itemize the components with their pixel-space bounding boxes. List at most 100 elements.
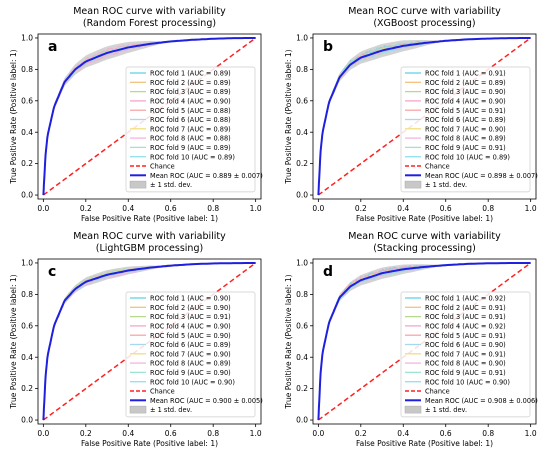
chart-title: Mean ROC curve with variability <box>348 6 501 17</box>
y-axis-label: True Positive Rate (Positive label: 1) <box>284 274 293 409</box>
legend-label: ROC fold 6 (AUC = 0.90) <box>425 341 506 349</box>
legend-box <box>400 66 531 193</box>
legend-label: Chance <box>425 388 450 396</box>
y-tick-label: 0.8 <box>296 65 308 74</box>
y-tick-label: 0.0 <box>296 191 308 200</box>
x-axis-label: False Positive Rate (Positive label: 1) <box>81 439 218 448</box>
y-tick-label: 0.6 <box>296 96 308 105</box>
legend-label: ROC fold 5 (AUC = 0.91) <box>425 107 506 115</box>
legend-label: ROC fold 8 (AUC = 0.89) <box>425 135 506 143</box>
legend-label: ROC fold 5 (AUC = 0.90) <box>150 332 231 340</box>
legend-label: ROC fold 8 (AUC = 0.89) <box>150 360 231 368</box>
x-tick-label: 0.6 <box>440 204 452 213</box>
legend-label: ROC fold 4 (AUC = 0.90) <box>150 323 231 331</box>
x-tick-label: 0.6 <box>165 204 177 213</box>
y-tick-label: 0.2 <box>296 159 308 168</box>
plot-frame <box>37 33 262 200</box>
y-tick-label: 0.4 <box>296 128 308 137</box>
legend-label: ROC fold 6 (AUC = 0.89) <box>425 116 506 124</box>
legend-label: ROC fold 1 (AUC = 0.90) <box>150 295 231 303</box>
legend-label: Mean ROC (AUC = 0.889 ± 0.007) <box>150 172 263 180</box>
legend-label: Mean ROC (AUC = 0.898 ± 0.007) <box>425 172 538 180</box>
y-tick-label: 0.8 <box>21 65 33 74</box>
legend-label: ROC fold 7 (AUC = 0.89) <box>150 125 231 133</box>
legend-label: ROC fold 7 (AUC = 0.90) <box>150 350 231 358</box>
x-tick-label: 0.8 <box>482 204 494 213</box>
mean-roc-line <box>42 37 256 196</box>
legend-box <box>400 291 531 418</box>
chart-title: Mean ROC curve with variability <box>73 6 226 17</box>
legend-label: Mean ROC (AUC = 0.908 ± 0.006) <box>425 397 538 405</box>
panel-letter: a <box>48 39 57 55</box>
legend-label: ± 1 std. dev. <box>150 181 192 189</box>
legend-label: ROC fold 4 (AUC = 0.90) <box>425 98 506 106</box>
x-tick-label: 0.8 <box>482 429 494 438</box>
legend-label: ± 1 std. dev. <box>150 406 192 414</box>
legend-label: Chance <box>150 163 175 171</box>
y-tick-label: 1.0 <box>296 34 308 43</box>
x-tick-label: 1.0 <box>525 429 537 438</box>
legend-label: Chance <box>150 388 175 396</box>
legend-swatch-std <box>129 180 147 189</box>
legend-label: Chance <box>425 163 450 171</box>
chart-subtitle: (XGBoost processing) <box>373 18 475 29</box>
legend-label: ± 1 std. dev. <box>425 181 467 189</box>
x-tick-label: 0.6 <box>165 429 177 438</box>
x-tick-label: 0.8 <box>207 204 219 213</box>
chart-panel-a: Mean ROC curve with variability(Random F… <box>9 6 263 223</box>
legend: ROC fold 1 (AUC = 0.92)ROC fold 2 (AUC =… <box>400 291 538 418</box>
legend-label: ROC fold 5 (AUC = 0.91) <box>425 332 506 340</box>
x-tick-label: 0.4 <box>122 204 134 213</box>
legend-label: ROC fold 3 (AUC = 0.90) <box>425 88 506 96</box>
legend-label: ROC fold 10 (AUC = 0.90) <box>425 378 510 386</box>
legend-label: ROC fold 9 (AUC = 0.90) <box>150 369 231 377</box>
legend-label: ROC fold 2 (AUC = 0.90) <box>150 304 231 312</box>
y-tick-label: 0.8 <box>21 290 33 299</box>
legend-label: ROC fold 4 (AUC = 0.92) <box>425 323 506 331</box>
chart-subtitle: (LightGBM processing) <box>96 243 203 254</box>
legend-swatch-std <box>404 405 422 414</box>
y-tick-label: 1.0 <box>296 259 308 268</box>
y-tick-label: 1.0 <box>21 259 33 268</box>
mean-roc-line <box>317 37 531 196</box>
mean-roc-line <box>317 262 531 421</box>
legend-label: ROC fold 7 (AUC = 0.90) <box>425 125 506 133</box>
y-tick-label: 0.0 <box>296 416 308 425</box>
chart-subtitle: (Random Forest processing) <box>83 18 216 29</box>
plot-frame <box>312 33 537 200</box>
legend-label: ROC fold 6 (AUC = 0.88) <box>150 116 231 124</box>
y-tick-label: 0.0 <box>21 416 33 425</box>
y-axis-label: True Positive Rate (Positive label: 1) <box>9 274 18 409</box>
legend-swatch-std <box>129 405 147 414</box>
plot-area <box>42 262 257 421</box>
x-tick-label: 1.0 <box>250 204 262 213</box>
legend-label: ROC fold 5 (AUC = 0.88) <box>150 107 231 115</box>
x-tick-label: 1.0 <box>250 429 262 438</box>
y-tick-label: 0.4 <box>21 353 33 362</box>
x-tick-label: 0.4 <box>122 429 134 438</box>
y-tick-label: 0.0 <box>21 191 33 200</box>
x-tick-label: 0.4 <box>397 204 409 213</box>
x-tick-label: 0.8 <box>207 429 219 438</box>
chart-panel-d: Mean ROC curve with variability(Stacking… <box>284 231 538 448</box>
x-tick-label: 1.0 <box>525 204 537 213</box>
x-tick-label: 0.0 <box>312 204 324 213</box>
legend-label: ROC fold 9 (AUC = 0.91) <box>425 369 506 377</box>
x-tick-label: 0.6 <box>440 429 452 438</box>
legend-label: ROC fold 8 (AUC = 0.88) <box>150 135 231 143</box>
panel-letter: b <box>323 39 333 55</box>
y-tick-label: 0.8 <box>296 290 308 299</box>
y-tick-label: 0.2 <box>21 159 33 168</box>
legend-swatch-std <box>404 180 422 189</box>
y-tick-label: 0.6 <box>21 96 33 105</box>
y-tick-label: 1.0 <box>21 34 33 43</box>
mean-roc-line <box>42 262 256 421</box>
y-tick-label: 0.6 <box>296 321 308 330</box>
legend-label: ROC fold 10 (AUC = 0.89) <box>425 153 510 161</box>
legend-label: ROC fold 6 (AUC = 0.89) <box>150 341 231 349</box>
x-axis-label: False Positive Rate (Positive label: 1) <box>81 214 218 223</box>
legend-label: ROC fold 1 (AUC = 0.91) <box>425 70 506 78</box>
plot-area <box>317 37 532 196</box>
legend-label: ROC fold 8 (AUC = 0.90) <box>425 360 506 368</box>
